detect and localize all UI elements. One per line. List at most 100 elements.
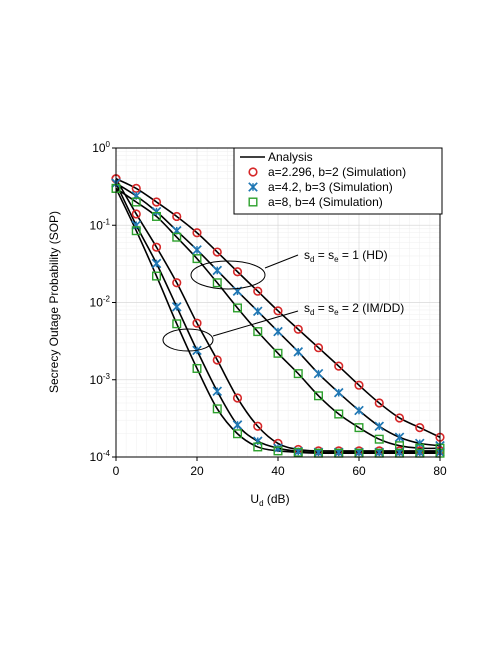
legend-square	[248, 197, 258, 207]
x-axis-label-sub: d	[259, 499, 263, 508]
data-point-square	[253, 327, 263, 337]
data-point-star	[212, 265, 223, 276]
imdd-annotation-pointer	[212, 310, 299, 337]
y-tick-label: 10-4	[90, 449, 111, 464]
analysis-curve-hd-circle	[115, 178, 441, 439]
annotations: sd = se = 1 (HD) sd = se = 2 (IM/DD)	[162, 248, 404, 352]
x-tick-label: 40	[271, 464, 285, 478]
data-point-square	[192, 254, 202, 264]
data-point-circle	[131, 209, 141, 219]
legend-circle-marker	[248, 167, 258, 177]
data-point-circle	[151, 242, 162, 252]
data-point-circle	[212, 247, 222, 257]
data-point-star	[333, 387, 344, 398]
data-point-circle	[192, 318, 202, 328]
data-point-circle	[232, 267, 243, 277]
x-tick-label: 20	[190, 464, 204, 478]
data-point-star	[252, 436, 263, 447]
data-point-square	[293, 447, 303, 457]
imdd-annotation-label: sd = se = 2 (IM/DD)	[304, 301, 404, 317]
data-point-star	[192, 245, 202, 255]
legend-square-marker	[248, 197, 258, 207]
y-tick-label: 100	[92, 140, 110, 155]
data-point-square	[192, 363, 202, 373]
data-point-circle	[172, 211, 182, 222]
data-point-square	[172, 319, 182, 329]
data-point-circle	[394, 413, 405, 423]
data-point-star	[374, 421, 385, 432]
x-tick-label: 80	[433, 464, 447, 478]
data-point-square	[293, 369, 303, 379]
analysis-curve-imdd-circle	[115, 178, 440, 452]
data-point-star	[171, 301, 182, 312]
data-point-square	[232, 303, 242, 313]
data-point-circle	[192, 228, 202, 238]
tick-labels: 0 20 40 60 80 100 10-1 10-2 10-3 10-4	[90, 140, 447, 478]
data-point-circle	[172, 278, 182, 288]
data-point-square	[131, 197, 141, 207]
x-tick-label: 0	[113, 464, 120, 478]
data-point-square	[151, 271, 161, 281]
data-point-star	[131, 220, 142, 231]
data-point-star	[232, 420, 243, 430]
data-point-square	[151, 211, 161, 221]
data-point-square	[334, 409, 344, 419]
data-point-star	[212, 386, 223, 397]
legend-label-a42: a=4.2, b=3 (Simulation)	[268, 180, 393, 194]
data-point-star	[293, 347, 304, 357]
legend-box	[233, 147, 443, 215]
legend-circle	[248, 167, 258, 177]
data-point-star	[252, 306, 263, 317]
data-point-circle	[415, 423, 425, 433]
x-tick-label: 60	[352, 464, 366, 478]
data-point-circle	[212, 355, 222, 365]
data-point-star	[313, 368, 324, 379]
data-point-square	[273, 348, 283, 358]
x-axis-title: Ud (dB)	[250, 492, 289, 508]
data-point-square	[131, 226, 141, 236]
y-tick-label: 10-3	[90, 372, 111, 387]
data-point-circle	[232, 393, 243, 403]
data-point-square	[172, 232, 182, 242]
data-point-square	[273, 446, 283, 456]
legend-label-a8: a=8, b=4 (Simulation)	[268, 195, 383, 209]
data-point-circle	[253, 421, 263, 431]
data-point-square	[212, 278, 222, 288]
data-point-star	[354, 405, 364, 416]
data-point-circle	[293, 324, 303, 334]
simulation-markers	[111, 174, 445, 458]
legend-label-a2296: a=2.296, b=2 (Simulation)	[268, 165, 406, 179]
data-point-square	[374, 434, 384, 444]
y-tick-label: 10-1	[90, 217, 111, 232]
data-point-circle	[313, 343, 324, 353]
x-axis-label-unit: (dB)	[267, 492, 290, 506]
data-point-star	[414, 438, 425, 449]
legend: Analysis a=2.296, b=2 (Simulation) a=4.2…	[233, 147, 443, 215]
data-point-square	[354, 423, 364, 433]
x-axis-label: Ud (dB)	[250, 492, 289, 508]
data-point-square	[253, 442, 263, 452]
legend-star-marker	[248, 182, 258, 192]
legend-star	[248, 182, 258, 192]
data-point-circle	[334, 361, 344, 371]
data-point-circle	[151, 197, 162, 207]
data-point-star	[151, 206, 162, 217]
data-point-circle	[273, 306, 283, 316]
y-axis-label: Secrecy Outage Probability (SOP)	[47, 211, 61, 393]
data-point-square	[232, 429, 242, 439]
hd-group-ellipse	[190, 260, 266, 290]
data-point-square	[212, 404, 222, 414]
data-point-circle	[253, 286, 263, 296]
analysis-curve-hd-square	[115, 187, 441, 450]
data-point-star	[273, 326, 283, 337]
data-point-star	[151, 258, 162, 269]
x-axis-label-main: U	[250, 492, 259, 506]
imdd-group-ellipse	[162, 328, 214, 352]
y-tick-label: 10-2	[90, 295, 111, 310]
data-point-circle	[354, 380, 364, 390]
legend-label-analysis: Analysis	[268, 150, 313, 164]
hd-annotation-label: sd = se = 1 (HD)	[304, 248, 388, 264]
data-point-star	[273, 443, 283, 453]
